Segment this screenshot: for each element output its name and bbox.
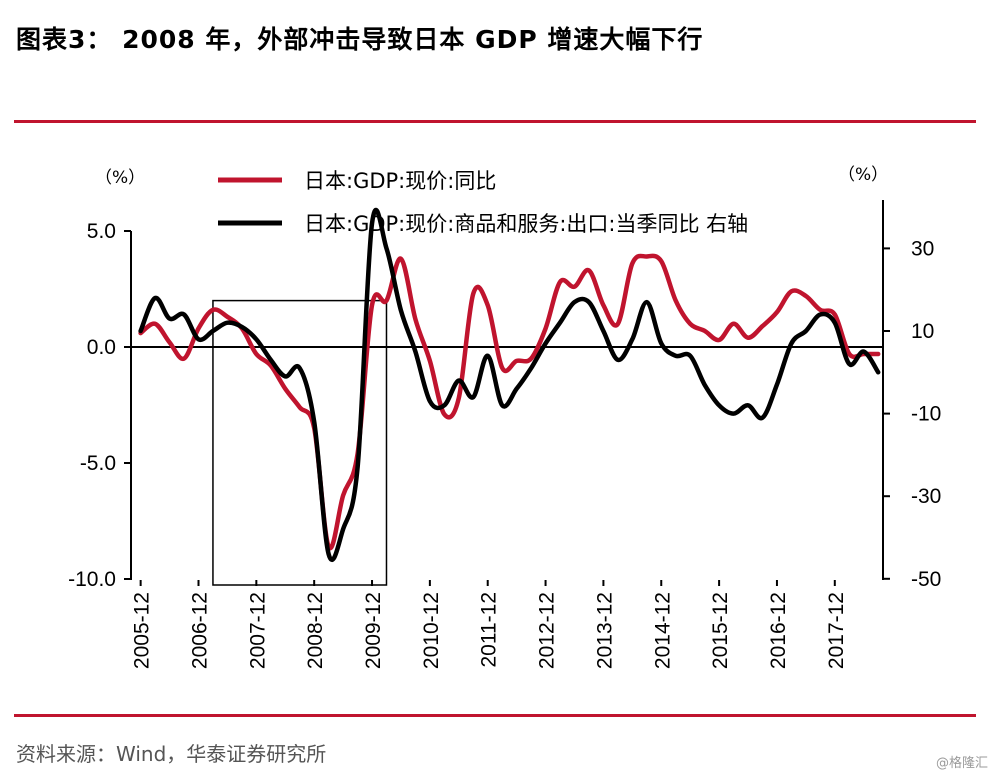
x-tick-label: 2017-12 bbox=[825, 592, 848, 669]
x-tick-label: 2006-12 bbox=[188, 592, 211, 669]
right-tick-label: 10 bbox=[911, 320, 934, 343]
right-tick-label: -30 bbox=[911, 485, 941, 508]
figure-title: 图表3： 2008 年，外部冲击导致日本 GDP 增速大幅下行 bbox=[16, 25, 704, 54]
x-tick-label: 2009-12 bbox=[362, 592, 385, 669]
x-tick-label: 2005-12 bbox=[131, 592, 154, 669]
right-tick-label: 30 bbox=[911, 237, 934, 260]
x-tick-label: 2007-12 bbox=[246, 592, 269, 669]
right-unit-label: （%） bbox=[838, 165, 888, 185]
x-tick-label: 2011-12 bbox=[478, 592, 501, 668]
legend-label-exports: 日本:GDP:现价:商品和服务:出口:当季同比 右轴 bbox=[304, 212, 748, 236]
x-tick-label: 2014-12 bbox=[651, 592, 674, 669]
x-tick-label: 2008-12 bbox=[304, 592, 327, 669]
x-tick-label: 2015-12 bbox=[709, 592, 732, 669]
right-tick-label: -50 bbox=[911, 568, 941, 591]
x-tick-label: 2013-12 bbox=[593, 592, 616, 669]
left-tick-label: -10.0 bbox=[68, 568, 116, 591]
legend: 日本:GDP:现价:同比 日本:GDP:现价:商品和服务:出口:当季同比 右轴 bbox=[218, 169, 748, 236]
highlight-box bbox=[212, 299, 388, 586]
axes bbox=[130, 200, 884, 580]
right-tick-label: -10 bbox=[911, 403, 941, 426]
watermark: @格隆汇 bbox=[935, 756, 988, 771]
x-tick-label: 2016-12 bbox=[767, 592, 790, 669]
series-line-exports bbox=[138, 207, 881, 562]
legend-label-gdp: 日本:GDP:现价:同比 bbox=[304, 169, 496, 193]
left-tick-label: 5.0 bbox=[87, 220, 116, 243]
right-y-ticks: 30 10 -10 -30 -50 bbox=[883, 237, 941, 591]
series-line-gdp bbox=[138, 253, 881, 551]
highlight-box-layer bbox=[212, 299, 388, 586]
left-unit-label: （%） bbox=[95, 168, 145, 188]
source-note: 资料来源：Wind，华泰证券研究所 bbox=[16, 742, 327, 766]
series-layer bbox=[138, 207, 881, 562]
left-tick-label: 0.0 bbox=[87, 336, 116, 359]
left-y-ticks: 5.0 0.0 -5.0 -10.0 bbox=[68, 220, 131, 591]
x-ticks: 2005-12 2006-12 2007-12 2008-12 2009-12 2010-… bbox=[131, 580, 848, 669]
bottom-divider bbox=[14, 714, 976, 717]
x-tick-label: 2012-12 bbox=[536, 592, 559, 669]
left-tick-label: -5.0 bbox=[80, 452, 116, 475]
x-tick-label: 2010-12 bbox=[420, 592, 443, 669]
top-divider bbox=[14, 120, 976, 123]
